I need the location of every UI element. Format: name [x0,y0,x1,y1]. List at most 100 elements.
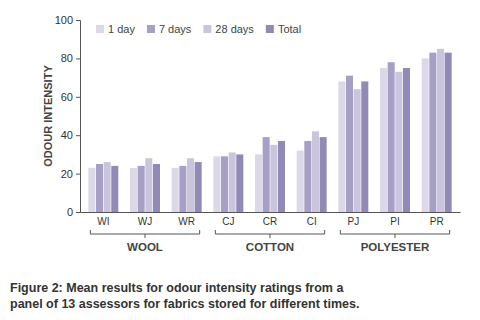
series [88,58,428,212]
legend-item: 7 days [147,23,192,35]
group-label: POLYESTER [361,241,430,253]
bar [195,162,202,212]
legend-label: 7 days [159,23,192,35]
bar [138,166,145,212]
legend-swatch [147,25,155,33]
bar [354,89,361,212]
bar [338,81,345,212]
bar [255,154,262,212]
tick-label: 20 [61,168,73,180]
tick-label: 80 [61,52,73,64]
bar [388,62,395,212]
bracket-line [340,230,449,238]
group-bracket: WOOL [90,230,199,253]
bar [179,166,186,212]
tick-label: 0 [67,206,73,218]
legend-item: 1 day [96,23,135,35]
bar [221,156,228,212]
legend-item: Total [266,23,301,35]
tick-mark [76,20,80,21]
tick: PR [430,212,444,227]
bar [395,72,402,212]
bracket-line [90,230,199,238]
x-axis: WI WJ WR CJ CR CI PJ PI PR [81,212,461,227]
legend-label: Total [278,23,301,35]
tick-label: PJ [347,216,359,227]
bar [278,141,285,212]
bar [236,154,243,212]
tick-label: CI [307,216,317,227]
bar [263,137,270,212]
legend-item: 28 days [203,23,254,35]
legend-label: 28 days [215,23,254,35]
bar [187,158,194,212]
group-bracket: POLYESTER [340,230,449,253]
tick-mark [76,212,80,213]
tick-label: CJ [222,216,234,227]
bar [104,162,111,212]
tick-label: CR [263,216,277,227]
tick-label: WR [178,216,195,227]
bar [213,156,220,212]
bars [88,49,451,212]
tick-mark [76,135,80,136]
tick: 100 [55,14,80,26]
series [104,49,444,212]
bar [304,141,311,212]
bar [111,166,118,212]
legend-swatch [266,25,274,33]
y-axis: 0 20 40 60 80 100 [55,14,81,218]
tick: WI [97,212,109,227]
tick-label: 40 [61,129,73,141]
bar [445,53,452,212]
bar [403,68,410,212]
tick-mark [76,58,80,59]
tick-label: PR [430,216,444,227]
plot-area: 0 20 40 60 80 100 WI WJ WR CJ CR CI PJ PI PR WOOL COTTON… [55,14,461,253]
bar [145,158,152,212]
tick: CJ [222,212,234,227]
tick-label: 100 [55,14,73,26]
legend-swatch [96,25,104,33]
series [96,53,436,212]
legend: 1 day 7 days 28 days Total [96,23,301,35]
bracket-line [215,230,324,238]
legend-label: 1 day [108,23,135,35]
tick-label: 60 [61,91,73,103]
y-axis-title: ODOUR INTENSITY [42,65,54,167]
caption: Figure 2: Mean results for odour intensi… [10,281,344,295]
tick-mark [76,174,80,175]
tick: 40 [61,129,80,141]
tick: PJ [347,212,359,227]
tick: 20 [61,168,80,180]
legend-swatch [203,25,211,33]
group-bracket: COTTON [215,230,324,253]
bar [172,168,179,212]
bar [346,76,353,212]
bar [437,49,444,212]
tick-label: WJ [138,216,152,227]
bar [297,151,304,212]
axis-line [76,21,81,213]
tick: WR [178,212,195,227]
tick: CI [307,212,317,227]
bar [96,164,103,212]
tick: 0 [67,206,80,218]
bar [270,145,277,212]
bar [422,58,429,212]
bar [88,168,95,212]
series [111,53,451,212]
caption: panel of 13 assessors for fabrics stored… [10,297,359,311]
bar [380,68,387,212]
tick-label: WI [97,216,109,227]
axis-line [81,212,461,213]
tick: 60 [61,91,80,103]
bar [361,81,368,212]
tick-label: PI [390,216,399,227]
group-label: WOOL [127,241,163,253]
bar [429,53,436,212]
chart: 0 20 40 60 80 100 WI WJ WR CJ CR CI PJ PI PR WOOL COTTON… [0,0,480,320]
bar [312,131,319,212]
bar [153,164,160,212]
bar [320,137,327,212]
